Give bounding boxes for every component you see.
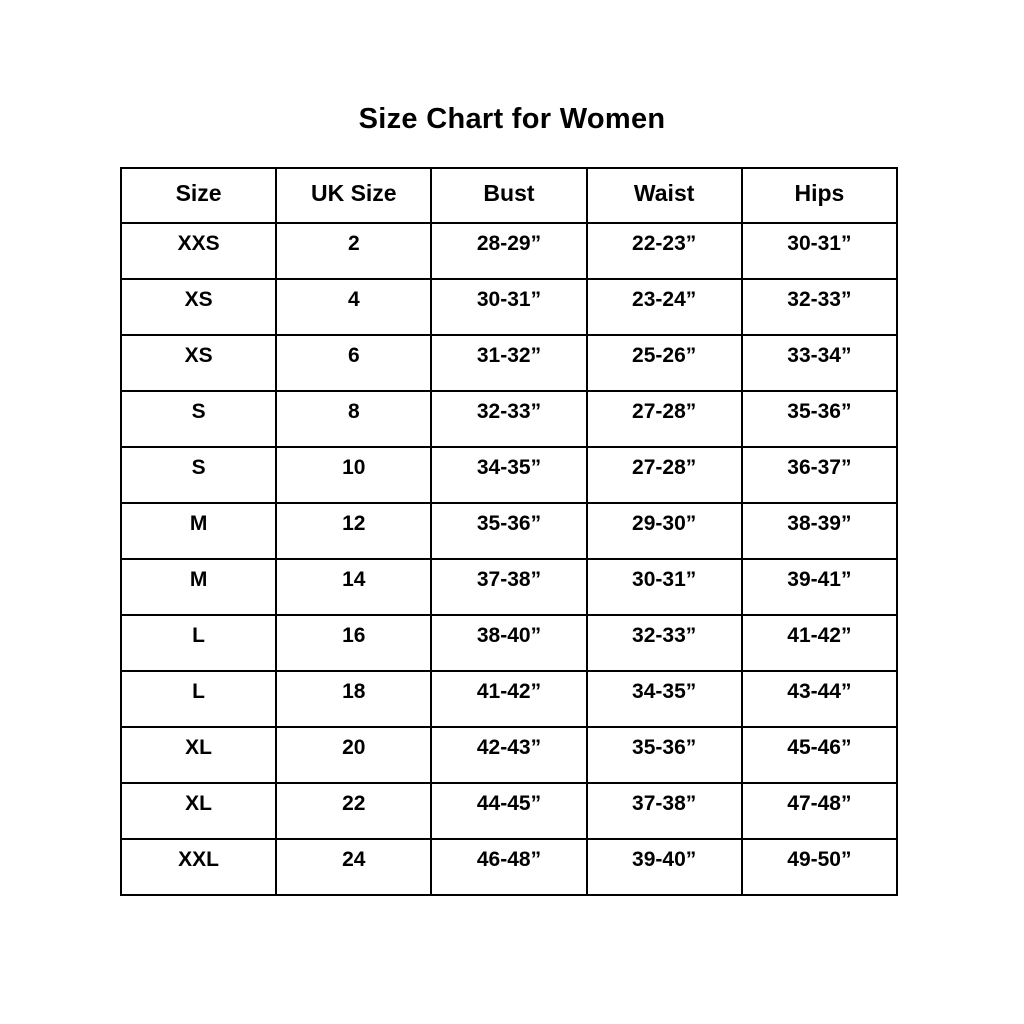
table-cell: 35-36” <box>740 390 899 448</box>
table-row: L 18 41-42” 34-35” 43-44” <box>119 670 899 728</box>
table-cell: 30-31” <box>585 558 743 616</box>
table-cell: 41-42” <box>430 670 588 728</box>
table-cell: XXS <box>119 222 278 280</box>
table-row: S 10 34-35” 27-28” 36-37” <box>119 446 899 504</box>
size-table-body: XXS 2 28-29” 22-23” 30-31” XS 4 30-31” 23-24” 32-… <box>119 222 899 896</box>
table-cell: 27-28” <box>585 446 743 504</box>
table-cell: S <box>119 390 278 448</box>
column-header-size: Size <box>119 167 278 224</box>
table-cell: 39-40” <box>585 838 743 896</box>
table-cell: XL <box>119 726 278 784</box>
table-cell: M <box>119 558 278 616</box>
table-cell: 32-33” <box>430 390 588 448</box>
table-cell: 30-31” <box>740 222 899 280</box>
table-cell: 33-34” <box>740 334 899 392</box>
table-cell: 8 <box>275 390 433 448</box>
size-table-header: Size UK Size Bust Waist Hips <box>119 167 899 224</box>
table-row: XXL 24 46-48” 39-40” 49-50” <box>119 838 899 896</box>
table-cell: 38-39” <box>740 502 899 560</box>
table-cell: 34-35” <box>430 446 588 504</box>
table-cell: 29-30” <box>585 502 743 560</box>
table-cell: 16 <box>275 614 433 672</box>
table-row: M 12 35-36” 29-30” 38-39” <box>119 502 899 560</box>
table-cell: XXL <box>119 838 278 896</box>
table-row: M 14 37-38” 30-31” 39-41” <box>119 558 899 616</box>
table-cell: 34-35” <box>585 670 743 728</box>
table-cell: 49-50” <box>740 838 899 896</box>
table-cell: L <box>119 614 278 672</box>
column-header-bust: Bust <box>430 167 588 224</box>
table-cell: 23-24” <box>585 278 743 336</box>
table-cell: 6 <box>275 334 433 392</box>
table-row: XL 20 42-43” 35-36” 45-46” <box>119 726 899 784</box>
table-row: XS 6 31-32” 25-26” 33-34” <box>119 334 899 392</box>
column-header-waist: Waist <box>585 167 743 224</box>
table-cell: 25-26” <box>585 334 743 392</box>
table-cell: 18 <box>275 670 433 728</box>
table-cell: 38-40” <box>430 614 588 672</box>
table-cell: 47-48” <box>740 782 899 840</box>
table-cell: M <box>119 502 278 560</box>
table-cell: 32-33” <box>740 278 899 336</box>
table-cell: 42-43” <box>430 726 588 784</box>
table-cell: 37-38” <box>585 782 743 840</box>
table-cell: XL <box>119 782 278 840</box>
column-header-hips: Hips <box>740 167 899 224</box>
table-cell: 45-46” <box>740 726 899 784</box>
table-cell: 28-29” <box>430 222 588 280</box>
table-cell: 35-36” <box>430 502 588 560</box>
table-cell: 39-41” <box>740 558 899 616</box>
column-header-uk-size: UK Size <box>275 167 433 224</box>
table-cell: 46-48” <box>430 838 588 896</box>
table-cell: 37-38” <box>430 558 588 616</box>
table-cell: 12 <box>275 502 433 560</box>
table-row: XXS 2 28-29” 22-23” 30-31” <box>119 222 899 280</box>
table-cell: 22 <box>275 782 433 840</box>
table-cell: 30-31” <box>430 278 588 336</box>
table-cell: 10 <box>275 446 433 504</box>
table-row: L 16 38-40” 32-33” 41-42” <box>119 614 899 672</box>
page-title: Size Chart for Women <box>358 103 666 135</box>
table-cell: XS <box>119 278 278 336</box>
table-cell: 24 <box>275 838 433 896</box>
table-cell: 41-42” <box>740 614 899 672</box>
table-cell: L <box>119 670 278 728</box>
table-cell: S <box>119 446 278 504</box>
table-row: XS 4 30-31” 23-24” 32-33” <box>119 278 899 336</box>
table-cell: 20 <box>275 726 433 784</box>
table-row: S 8 32-33” 27-28” 35-36” <box>119 390 899 448</box>
table-cell: 27-28” <box>585 390 743 448</box>
table-cell: XS <box>119 334 278 392</box>
table-cell: 31-32” <box>430 334 588 392</box>
table-cell: 44-45” <box>430 782 588 840</box>
table-row: XL 22 44-45” 37-38” 47-48” <box>119 782 899 840</box>
table-cell: 4 <box>275 278 433 336</box>
table-cell: 36-37” <box>740 446 899 504</box>
table-cell: 2 <box>275 222 433 280</box>
table-cell: 35-36” <box>585 726 743 784</box>
table-cell: 32-33” <box>585 614 743 672</box>
table-cell: 43-44” <box>740 670 899 728</box>
header-row: Size UK Size Bust Waist Hips <box>119 167 899 224</box>
table-cell: 14 <box>275 558 433 616</box>
table-cell: 22-23” <box>585 222 743 280</box>
size-table: Size UK Size Bust Waist Hips XXS 2 28-29” 2… <box>119 167 899 896</box>
